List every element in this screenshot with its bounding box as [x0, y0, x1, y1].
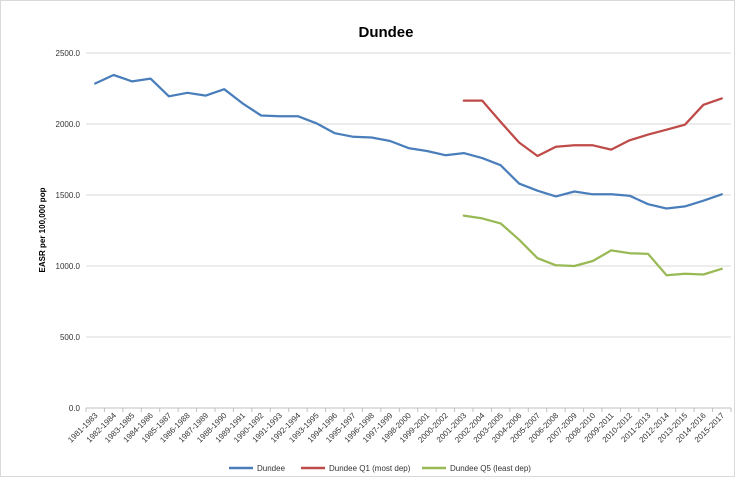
series-lines — [94, 73, 723, 277]
series-line-3 — [462, 214, 723, 277]
legend-label: Dundee Q1 (most dep) — [329, 464, 411, 473]
y-axis-title: EASR per 100,000 pop — [38, 187, 47, 272]
legend: Dundee Dundee Q1 (most dep) Dundee Q5 (lea… — [229, 464, 531, 473]
gridlines — [86, 52, 731, 409]
y-tick-label: 500.0 — [60, 333, 81, 342]
y-tick-label: 2000.0 — [56, 120, 81, 129]
legend-label: Dundee Q5 (least dep) — [450, 464, 531, 473]
y-tick-label: 0.0 — [69, 404, 81, 413]
series-line-2 — [462, 97, 723, 158]
series-line-1 — [94, 73, 723, 210]
y-tick-label: 1000.0 — [56, 262, 81, 271]
chart-title: Dundee — [358, 24, 413, 41]
legend-label: Dundee — [257, 464, 286, 473]
y-axis-tick-labels: 0.0 500.0 1000.0 1500.0 2000.0 2500.0 — [56, 49, 81, 413]
x-axis-tick-labels: 1981-19831982-19841983-19851984-19861985… — [66, 408, 732, 444]
y-tick-label: 2500.0 — [56, 49, 81, 58]
y-tick-label: 1500.0 — [56, 191, 81, 200]
